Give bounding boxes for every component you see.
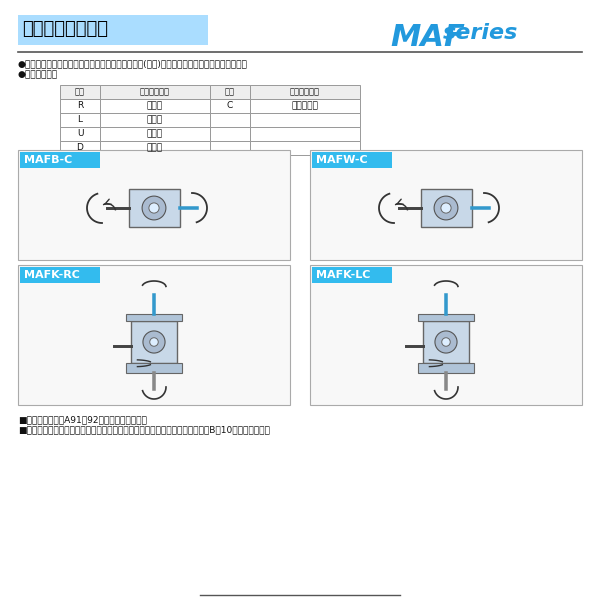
Bar	[422, 321, 469, 363]
Text: L: L	[77, 115, 83, 124]
Bar	[128, 189, 179, 227]
Text: 記号: 記号	[225, 88, 235, 97]
Circle shape	[442, 338, 450, 346]
Bar	[210, 141, 250, 155]
Bar	[100, 113, 210, 127]
Bar	[60, 127, 100, 141]
Bar	[310, 150, 582, 260]
Text: MAFW-C: MAFW-C	[316, 155, 368, 165]
Text: 左　側: 左 側	[147, 115, 163, 124]
Text: 出力軸両軸: 出力軸両軸	[292, 101, 319, 110]
Text: ■特殊な取付状態については、当社へお問い合わせ下さい。なお、参考としてB－10をご覧下さい。: ■特殊な取付状態については、当社へお問い合わせ下さい。なお、参考としてB－10を…	[18, 425, 270, 434]
Circle shape	[143, 331, 165, 353]
Bar	[312, 152, 392, 168]
Bar	[100, 85, 210, 99]
Text: series: series	[443, 23, 518, 43]
Text: MAFK-RC: MAFK-RC	[24, 270, 80, 280]
Circle shape	[441, 203, 451, 213]
Text: MAF: MAF	[390, 23, 465, 52]
Bar	[210, 127, 250, 141]
Text: 上　側: 上 側	[147, 130, 163, 139]
Text: R: R	[77, 101, 83, 110]
Bar	[250, 127, 360, 141]
Bar	[60, 99, 100, 113]
Bar	[418, 363, 473, 373]
Bar	[100, 99, 210, 113]
Circle shape	[435, 331, 457, 353]
Circle shape	[142, 196, 166, 220]
Bar	[421, 189, 472, 227]
Bar	[210, 99, 250, 113]
Bar	[60, 141, 100, 155]
Bar	[100, 141, 210, 155]
Text: 記号: 記号	[75, 88, 85, 97]
Text: 出力軸の方向: 出力軸の方向	[140, 88, 170, 97]
Text: C: C	[227, 101, 233, 110]
Bar	[127, 363, 182, 373]
Bar	[250, 99, 360, 113]
Bar	[418, 314, 473, 321]
Text: 下　側: 下 側	[147, 143, 163, 152]
Bar	[210, 85, 250, 99]
Text: U: U	[77, 130, 83, 139]
Text: 軸配置と回転方向: 軸配置と回転方向	[22, 20, 108, 38]
Text: MAFB-C: MAFB-C	[24, 155, 72, 165]
Bar	[210, 113, 250, 127]
Bar	[312, 267, 392, 283]
Circle shape	[434, 196, 458, 220]
Circle shape	[150, 338, 158, 346]
Circle shape	[149, 203, 159, 213]
Bar	[60, 113, 100, 127]
Text: MAFK-LC: MAFK-LC	[316, 270, 370, 280]
Bar	[20, 267, 100, 283]
Bar	[250, 113, 360, 127]
Text: ●軸配置の記号: ●軸配置の記号	[18, 70, 58, 79]
FancyBboxPatch shape	[18, 15, 208, 45]
Bar	[250, 85, 360, 99]
Bar	[20, 152, 100, 168]
Text: ■軸配置の詳細はA91・92を参照して下さい。: ■軸配置の詳細はA91・92を参照して下さい。	[18, 415, 147, 424]
Text: D: D	[77, 143, 83, 152]
Text: 出力軸の方向: 出力軸の方向	[290, 88, 320, 97]
Bar	[127, 314, 182, 321]
Bar	[60, 85, 100, 99]
Bar	[131, 321, 178, 363]
Bar	[18, 265, 290, 405]
Bar	[310, 265, 582, 405]
Bar	[18, 150, 290, 260]
Text: 右　側: 右 側	[147, 101, 163, 110]
Bar	[250, 141, 360, 155]
Text: ●軸配置は入力軸またはモータを手前にして出力軸(青色)の出ている方向で決定して下さい。: ●軸配置は入力軸またはモータを手前にして出力軸(青色)の出ている方向で決定して下…	[18, 59, 248, 68]
Bar	[100, 127, 210, 141]
